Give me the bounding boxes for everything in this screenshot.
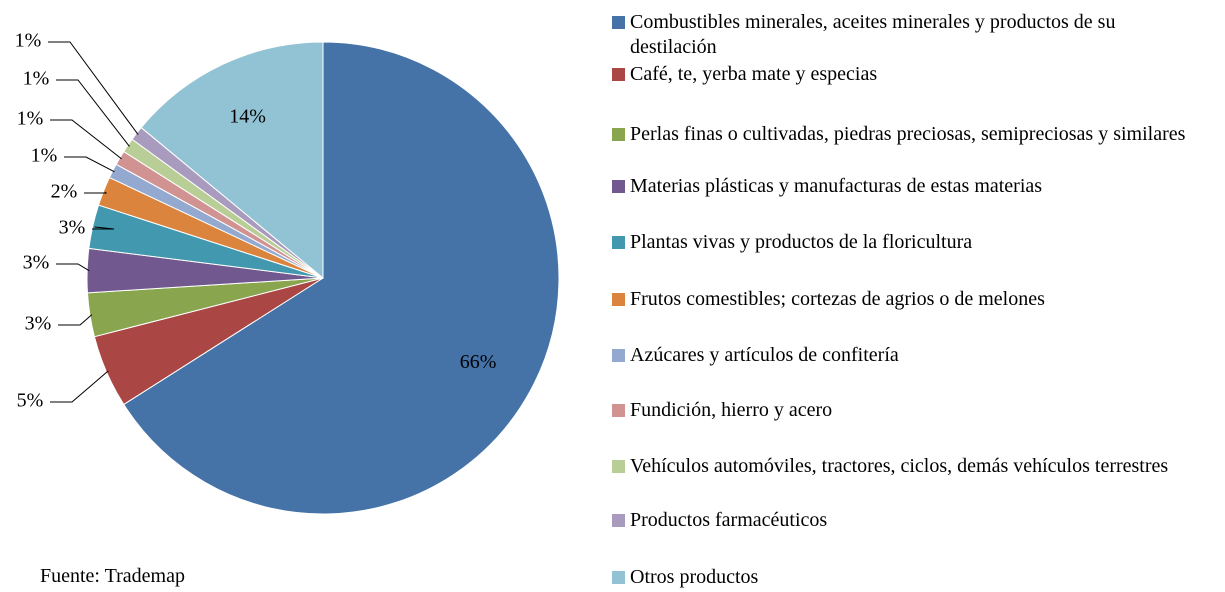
legend-label: Materias plásticas y manufacturas de est… [630,175,1043,197]
legend-item: Combustibles minerales, aceites minerale… [612,10,1212,60]
legend-item: Materias plásticas y manufacturas de est… [612,174,1212,199]
legend-label: Café, te, yerba mate y especias [630,63,878,85]
legend-swatch [612,16,625,29]
leader-line [92,226,115,230]
leader-line [84,191,107,194]
legend-swatch [612,293,625,306]
data-label: 3% [23,252,50,274]
data-label: 66% [460,351,497,373]
legend-swatch [612,236,625,249]
data-label: 3% [25,313,52,335]
leader-line [56,263,90,272]
leader-line [48,41,139,135]
legend-item: Plantas vivas y productos de la floricul… [612,230,1212,255]
legend-item: Café, te, yerba mate y especias [612,62,1212,87]
data-label: 1% [23,68,50,90]
legend-swatch [612,349,625,362]
legend-label: Otros productos [630,566,759,588]
leader-line [56,79,130,147]
legend-item: Productos farmacéuticos [612,508,1212,533]
legend-item: Frutos comestibles; cortezas de agrios o… [612,287,1212,312]
legend-label: Frutos comestibles; cortezas de agrios o… [630,288,1045,310]
leader-line [58,314,93,326]
legend-item: Fundición, hierro y acero [612,398,1212,423]
legend-label: Productos farmacéuticos [630,509,828,531]
leader-line [50,370,109,403]
legend-label: Combustibles minerales, aceites minerale… [630,11,1116,58]
data-label: 5% [17,390,44,412]
leader-line [50,119,122,160]
pie-slice [123,41,560,515]
legend-label: Perlas finas o cultivadas, piedras preci… [630,123,1186,145]
data-label: 1% [17,108,44,130]
legend-swatch [612,180,625,193]
data-label: 1% [15,30,42,52]
data-label: 3% [59,217,86,239]
legend-swatch [612,404,625,417]
pie-slice [140,41,324,280]
legend-label: Vehículos automóviles, tractores, ciclos… [630,455,1169,477]
data-label: 1% [31,145,58,167]
source: Fuente: Trademap [40,565,185,587]
legend-label: Azúcares y artículos de confitería [630,344,899,366]
legend-swatch [612,514,625,527]
data-label: 2% [51,181,78,203]
legend-swatch [612,460,625,473]
data-label: 14% [229,105,266,127]
legend-item: Otros productos [612,565,1212,590]
legend-swatch [612,68,625,81]
chart: 66% 5% 3% 3% 3% 2% 1% 1% 1% 1% 14% [15,30,560,515]
legend-label: Fundición, hierro y acero [630,399,833,421]
legend-item: Azúcares y artículos de confitería [612,343,1212,368]
legend-item: Vehículos automóviles, tractores, ciclos… [612,454,1212,479]
leader-line [64,156,115,173]
legend-label: Plantas vivas y productos de la floricul… [630,231,973,253]
legend-swatch [612,128,625,141]
legend-item: Perlas finas o cultivadas, piedras preci… [612,122,1212,147]
legend-swatch [612,571,625,584]
